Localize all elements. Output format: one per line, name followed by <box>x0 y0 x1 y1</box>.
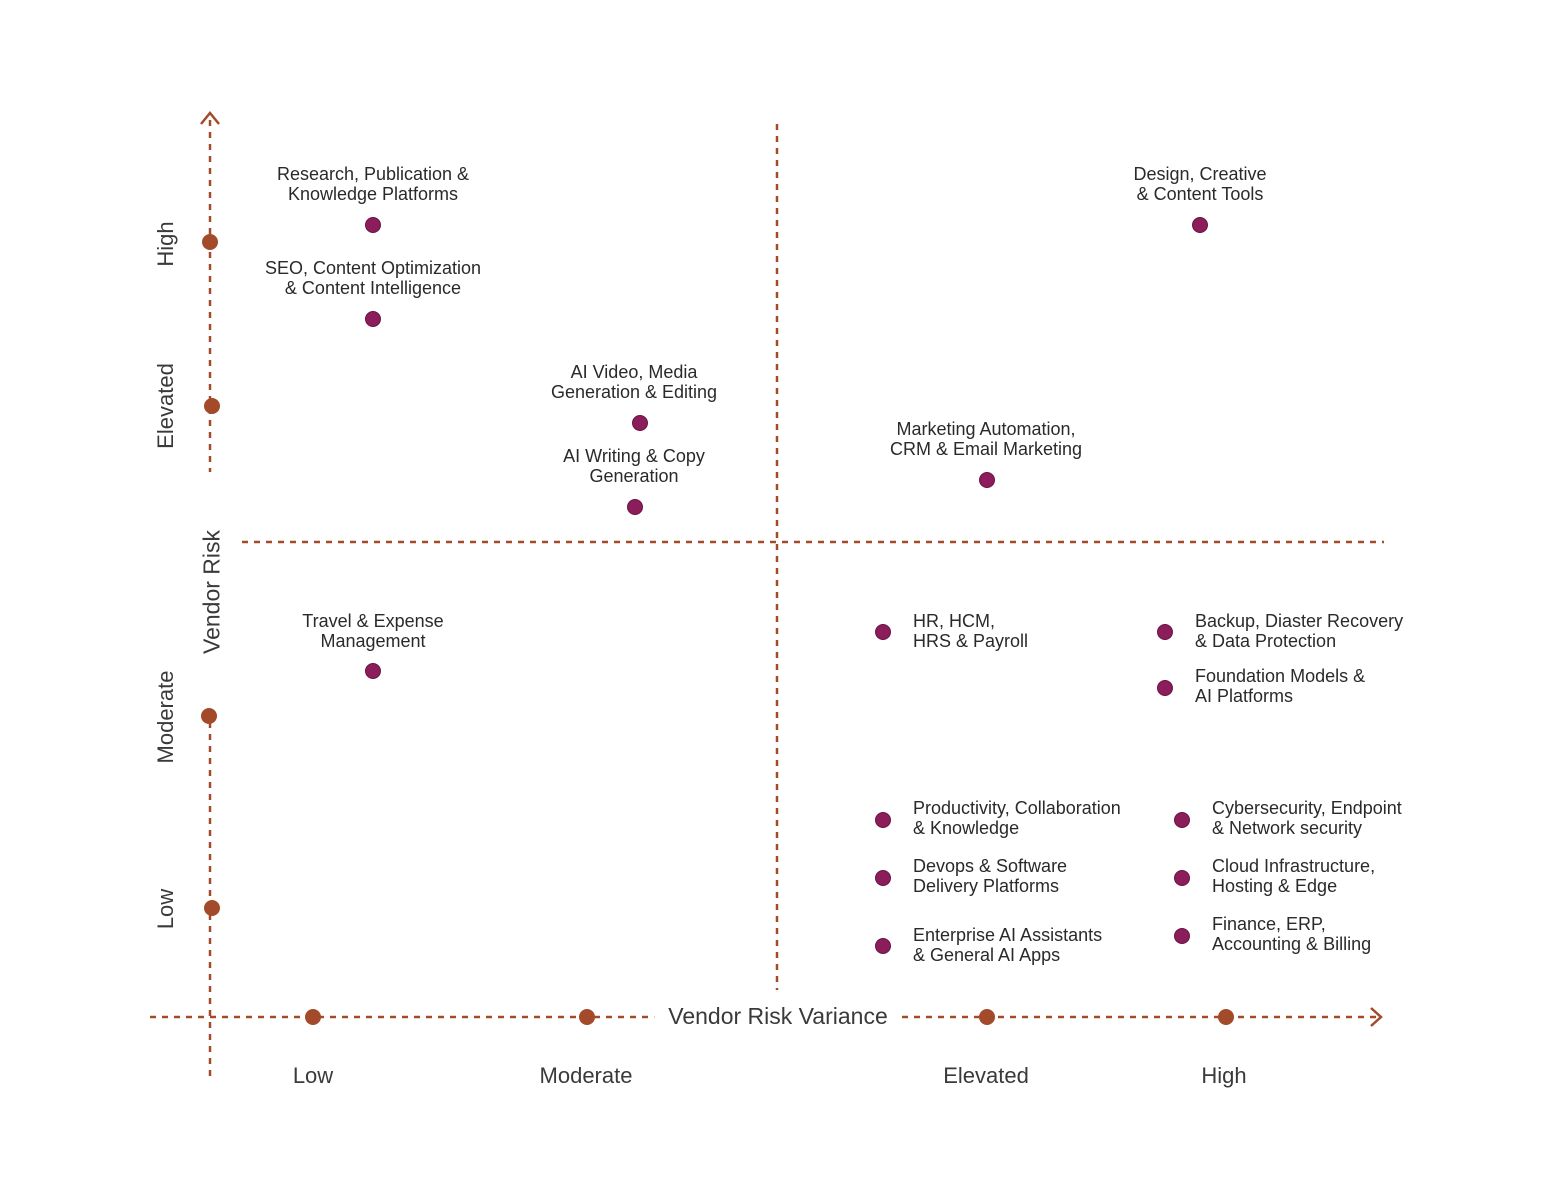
point-label: Design, Creative & Content Tools <box>1133 164 1267 204</box>
data-point <box>1174 928 1190 944</box>
point-label: Enterprise AI Assistants & General AI App… <box>913 925 1103 965</box>
data-point <box>875 870 891 886</box>
y-tick-dot <box>201 708 217 724</box>
x-tick-label-low: Low <box>292 1063 334 1088</box>
x-axis-title: Vendor Risk Variance <box>654 1003 902 1030</box>
point-label: Travel & Expense Management <box>302 611 444 651</box>
data-point <box>875 624 891 640</box>
data-point <box>875 812 891 828</box>
data-point <box>365 663 381 679</box>
data-point <box>1157 624 1173 640</box>
point-label: Research, Publication & Knowledge Platfor… <box>276 164 470 204</box>
x-tick-dot <box>579 1009 595 1025</box>
y-tick-label-moderate: Moderate <box>153 670 178 764</box>
data-point <box>875 938 891 954</box>
y-tick-label-elevated: Elevated <box>153 363 178 449</box>
point-label: Marketing Automation, CRM & Email Marketi… <box>889 419 1083 459</box>
data-point <box>627 499 643 515</box>
x-tick-dot <box>1218 1009 1234 1025</box>
data-point <box>979 472 995 488</box>
point-label: Productivity, Collaboration & Knowledge <box>913 798 1121 838</box>
point-label: Devops & Software Delivery Platforms <box>913 856 1068 896</box>
point-label: Backup, Diaster Recovery & Data Protectio… <box>1195 611 1404 651</box>
point-label: AI Video, Media Generation & Editing <box>550 362 718 402</box>
data-point <box>632 415 648 431</box>
data-point <box>365 217 381 233</box>
x-tick-dot <box>305 1009 321 1025</box>
x-tick-label-moderate: Moderate <box>539 1063 633 1088</box>
y-axis-arrowhead <box>200 111 220 125</box>
y-axis-title: Vendor Risk <box>198 529 225 655</box>
data-point <box>1157 680 1173 696</box>
data-point <box>1174 870 1190 886</box>
x-tick-label-high: High <box>1201 1063 1247 1088</box>
x-tick-label-elevated: Elevated <box>943 1063 1029 1088</box>
y-tick-label-low: Low <box>153 888 178 930</box>
y-tick-dot <box>204 398 220 414</box>
point-label: Foundation Models & AI Platforms <box>1195 666 1366 706</box>
data-point <box>365 311 381 327</box>
data-point <box>1192 217 1208 233</box>
x-axis-arrowhead <box>1370 1007 1383 1027</box>
point-label: Finance, ERP, Accounting & Billing <box>1212 914 1372 954</box>
point-label: HR, HCM, HRS & Payroll <box>913 611 1029 651</box>
point-label: AI Writing & Copy Generation <box>563 446 705 486</box>
y-tick-label-high: High <box>153 221 178 267</box>
y-tick-dot <box>202 234 218 250</box>
data-point <box>1174 812 1190 828</box>
point-label: SEO, Content Optimization & Content Intel… <box>264 258 482 298</box>
point-label: Cybersecurity, Endpoint & Network securit… <box>1212 798 1402 838</box>
y-tick-dot <box>204 900 220 916</box>
point-label: Cloud Infrastructure, Hosting & Edge <box>1212 856 1376 896</box>
x-tick-dot <box>979 1009 995 1025</box>
